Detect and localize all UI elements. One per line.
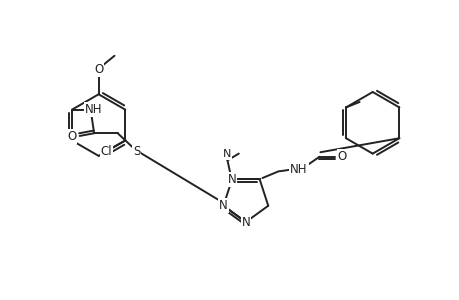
Text: N: N [241,215,250,229]
Text: O: O [337,150,346,163]
Text: N: N [218,199,227,212]
Text: Cl: Cl [100,145,112,158]
Text: N: N [227,173,236,186]
Text: O: O [67,130,76,143]
Text: O: O [94,63,103,76]
Text: N: N [222,149,230,160]
Text: NH: NH [290,163,307,176]
Text: S: S [133,145,140,158]
Text: NH: NH [84,103,102,116]
